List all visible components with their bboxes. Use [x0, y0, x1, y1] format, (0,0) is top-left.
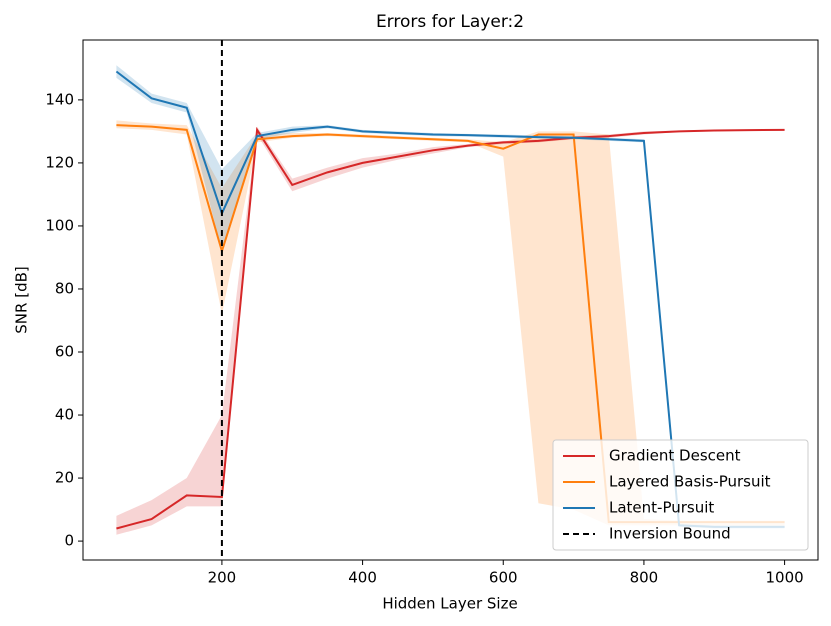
y-tick-label: 0: [64, 532, 74, 550]
confidence-band: [116, 65, 785, 529]
y-tick-label: 60: [55, 343, 74, 361]
x-axis-label: Hidden Layer Size: [382, 595, 517, 613]
legend-label: Layered Basis-Pursuit: [609, 473, 771, 491]
y-tick-label: 40: [55, 406, 74, 424]
y-tick-label: 100: [45, 216, 74, 234]
x-tick-label: 600: [489, 569, 518, 587]
legend-box: [552, 439, 809, 551]
legend-label: Latent-Pursuit: [609, 499, 714, 517]
y-tick-label: 120: [45, 153, 74, 171]
y-tick-label: 20: [55, 469, 74, 487]
x-tick-label: 1000: [765, 569, 803, 587]
legend-label: Gradient Descent: [609, 447, 741, 465]
confidence-band: [116, 126, 785, 535]
series-line: [116, 126, 785, 530]
y-tick-label: 140: [45, 90, 74, 108]
x-tick-label: 200: [208, 569, 237, 587]
chart-title: Errors for Layer:2: [376, 12, 524, 32]
plot-frame: [82, 39, 819, 561]
y-tick-label: 80: [55, 279, 74, 297]
legend-label: Inversion Bound: [609, 525, 731, 543]
y-axis-label: SNR [dB]: [13, 266, 31, 333]
confidence-band: [116, 120, 785, 526]
x-tick-label: 800: [630, 569, 659, 587]
x-tick-label: 400: [348, 569, 377, 587]
